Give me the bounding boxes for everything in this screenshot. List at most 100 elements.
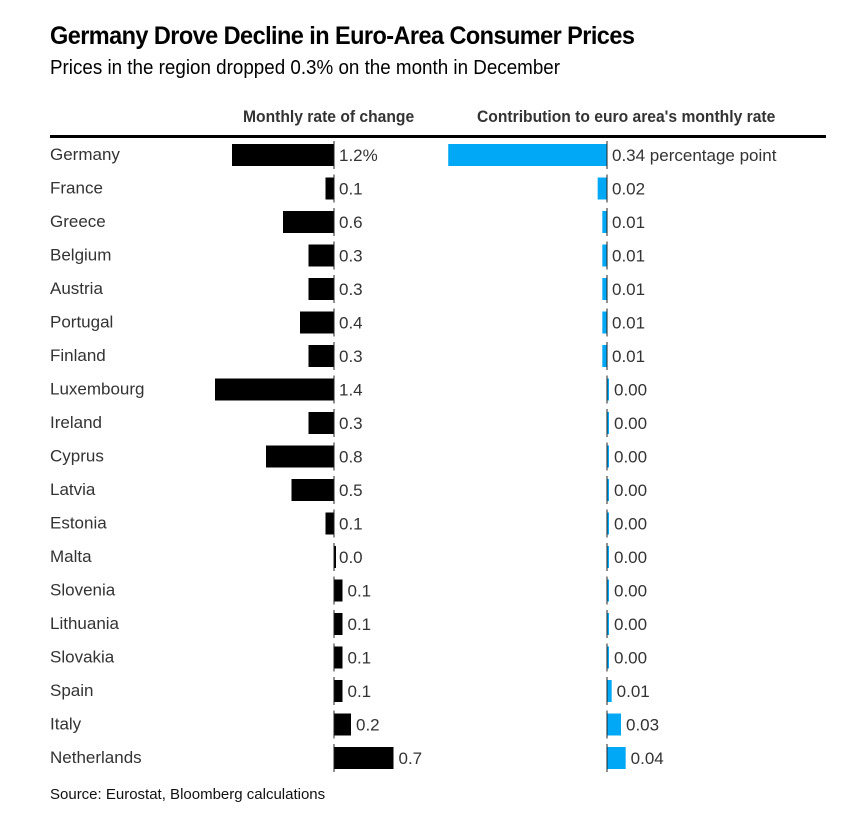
rate-data-label: 0.1 <box>348 649 372 668</box>
rate-bar <box>308 412 334 434</box>
category-label: Germany <box>50 145 120 164</box>
rate-data-label: 0.1 <box>348 615 372 634</box>
contribution-bar <box>607 445 609 468</box>
contribution-bar <box>607 680 612 702</box>
category-label: Ireland <box>50 413 102 432</box>
chart-subtitle: Prices in the region dropped 0.3% on the… <box>50 57 560 79</box>
chart-title: Germany Drove Decline in Euro-Area Consu… <box>50 22 635 50</box>
category-label: Cyprus <box>50 447 104 466</box>
contribution-data-label: 0.00 <box>614 582 647 601</box>
rate-bar <box>308 345 334 367</box>
contribution-bar <box>597 177 607 200</box>
contribution-bar <box>607 412 609 434</box>
category-label: Luxembourg <box>50 380 145 399</box>
contribution-bar <box>607 613 609 635</box>
category-label: Malta <box>50 547 92 566</box>
contribution-data-label: 0.04 <box>631 749 664 768</box>
rate-data-label: 0.1 <box>339 180 363 199</box>
rate-bar <box>325 177 334 200</box>
category-label: Spain <box>50 681 93 700</box>
rate-data-label: 0.1 <box>348 682 372 701</box>
category-label: Greece <box>50 212 106 231</box>
contribution-data-label: 0.01 <box>612 280 645 299</box>
contribution-bar <box>602 278 607 300</box>
rate-bar <box>334 613 343 635</box>
rate-bar <box>215 378 334 401</box>
rate-data-label: 0.2 <box>356 716 380 735</box>
rate-bar <box>334 747 394 769</box>
contribution-data-label: 0.00 <box>614 448 647 467</box>
contribution-bar <box>607 546 609 568</box>
contribution-data-label: 0.34 percentage point <box>612 146 777 165</box>
category-label: Belgium <box>50 246 111 265</box>
rate-bar <box>291 479 334 501</box>
category-label: Slovenia <box>50 581 116 600</box>
category-label: Italy <box>50 715 82 734</box>
contribution-bar <box>607 713 622 736</box>
category-label: France <box>50 179 103 198</box>
contribution-bar <box>602 244 607 267</box>
rate-data-label: 0.6 <box>339 213 363 232</box>
source-note: Source: Eurostat, Bloomberg calculations <box>50 786 326 803</box>
rate-bar <box>334 546 336 568</box>
rate-bar <box>334 713 351 736</box>
contribution-data-label: 0.01 <box>612 213 645 232</box>
rate-data-label: 0.3 <box>339 280 363 299</box>
contribution-bar <box>607 378 609 401</box>
column-header-contribution: Contribution to euro area's monthly rate <box>477 107 776 126</box>
contribution-bar <box>607 579 609 602</box>
contribution-data-label: 0.00 <box>614 515 647 534</box>
contribution-bar <box>607 646 609 669</box>
rate-bar <box>300 311 334 334</box>
rate-data-label: 0.3 <box>339 247 363 266</box>
rate-bar <box>308 278 334 300</box>
contribution-bar <box>448 144 607 166</box>
column-header-monthly-rate: Monthly rate of change <box>243 107 415 126</box>
category-label: Latvia <box>50 480 96 499</box>
rate-bar <box>283 211 334 233</box>
rate-bar <box>266 445 334 468</box>
category-label: Austria <box>50 279 103 298</box>
contribution-data-label: 0.01 <box>612 314 645 333</box>
category-label: Slovakia <box>50 648 115 667</box>
rate-bar <box>232 144 334 166</box>
contribution-data-label: 0.00 <box>614 649 647 668</box>
rate-data-label: 0.3 <box>339 347 363 366</box>
category-label: Estonia <box>50 514 107 533</box>
rate-bar <box>334 579 343 602</box>
contribution-data-label: 0.00 <box>614 414 647 433</box>
rate-data-label: 0.4 <box>339 314 363 333</box>
contribution-data-label: 0.01 <box>612 347 645 366</box>
contribution-data-label: 0.00 <box>614 615 647 634</box>
contribution-bar <box>602 311 607 334</box>
rate-data-label: 1.4 <box>339 381 363 400</box>
rate-data-label: 0.0 <box>339 548 363 567</box>
contribution-data-label: 0.00 <box>614 381 647 400</box>
category-label: Netherlands <box>50 748 142 767</box>
rate-data-label: 0.1 <box>348 582 372 601</box>
rate-bar <box>325 512 334 535</box>
contribution-bar <box>607 512 609 535</box>
contribution-data-label: 0.02 <box>612 180 645 199</box>
header-rule <box>50 135 826 138</box>
rate-data-label: 0.3 <box>339 414 363 433</box>
rate-data-label: 0.8 <box>339 448 363 467</box>
rate-data-label: 0.1 <box>339 515 363 534</box>
category-label: Finland <box>50 346 106 365</box>
rate-bar <box>308 244 334 267</box>
rate-data-label: 1.2% <box>339 146 378 165</box>
category-label: Lithuania <box>50 614 120 633</box>
contribution-data-label: 0.00 <box>614 481 647 500</box>
rate-data-label: 0.7 <box>399 749 423 768</box>
category-label: Portugal <box>50 313 113 332</box>
contribution-data-label: 0.00 <box>614 548 647 567</box>
contribution-bar <box>602 345 607 367</box>
contribution-data-label: 0.01 <box>612 247 645 266</box>
contribution-bar <box>602 211 607 233</box>
contribution-bar <box>607 747 626 769</box>
contribution-data-label: 0.01 <box>617 682 650 701</box>
rate-bar <box>334 646 343 669</box>
rate-data-label: 0.5 <box>339 481 363 500</box>
rate-bar <box>334 680 343 702</box>
